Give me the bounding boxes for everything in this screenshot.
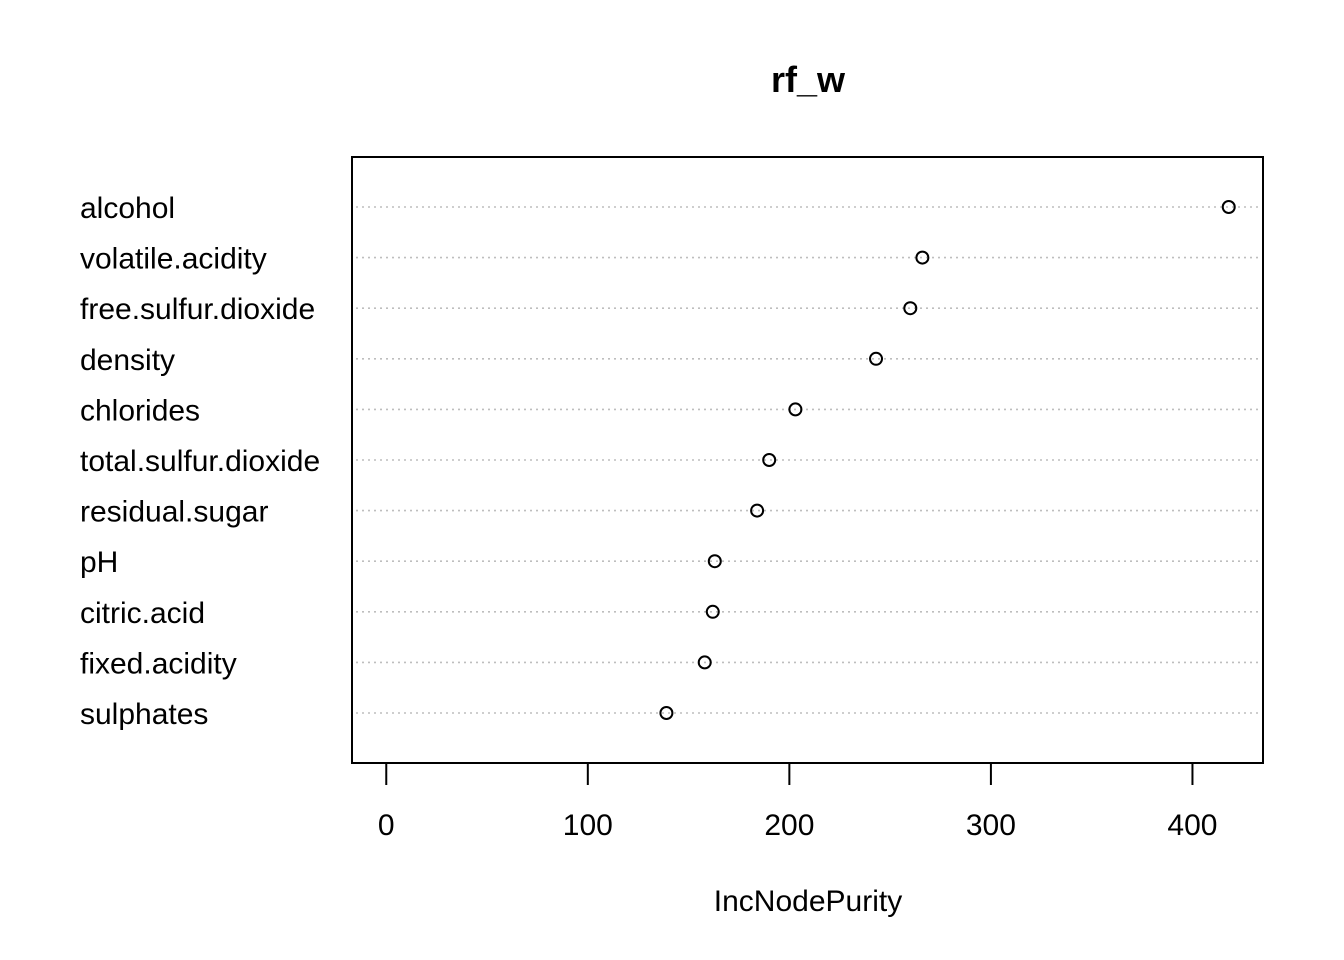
x-axis: 0 100 200 300 400 [378, 762, 1217, 842]
chart-title: rf_w [771, 59, 846, 100]
category-labels: alcohol volatile.acidity free.sulfur.dioxi… [80, 192, 320, 731]
category-label: residual.sugar [80, 496, 268, 529]
data-point [697, 655, 712, 670]
x-tick-label: 400 [1167, 809, 1217, 842]
x-tick-label: 100 [563, 809, 613, 842]
category-label: sulphates [80, 698, 208, 731]
data-point [705, 604, 720, 619]
category-label: alcohol [80, 192, 175, 225]
category-label: citric.acid [80, 597, 205, 630]
x-tick-label: 0 [378, 809, 395, 842]
grid-lines [356, 206, 1259, 714]
x-tick-label: 200 [764, 809, 814, 842]
data-point [915, 250, 930, 265]
category-label: fixed.acidity [80, 647, 237, 680]
data-point [750, 503, 765, 518]
category-label: chlorides [80, 394, 200, 427]
category-label: free.sulfur.dioxide [80, 293, 315, 326]
category-label: pH [80, 546, 118, 579]
data-point [762, 453, 777, 467]
category-label: density [80, 344, 175, 377]
data-point [869, 351, 884, 366]
category-label: volatile.acidity [80, 243, 267, 276]
x-tick-label: 300 [966, 809, 1016, 842]
x-axis-label: IncNodePurity [714, 885, 902, 918]
data-point [903, 301, 918, 316]
category-label: total.sulfur.dioxide [80, 445, 320, 478]
data-points [659, 200, 1236, 720]
data-point [788, 402, 803, 417]
data-point [707, 554, 722, 569]
data-point [1221, 200, 1236, 214]
data-point [659, 706, 674, 720]
